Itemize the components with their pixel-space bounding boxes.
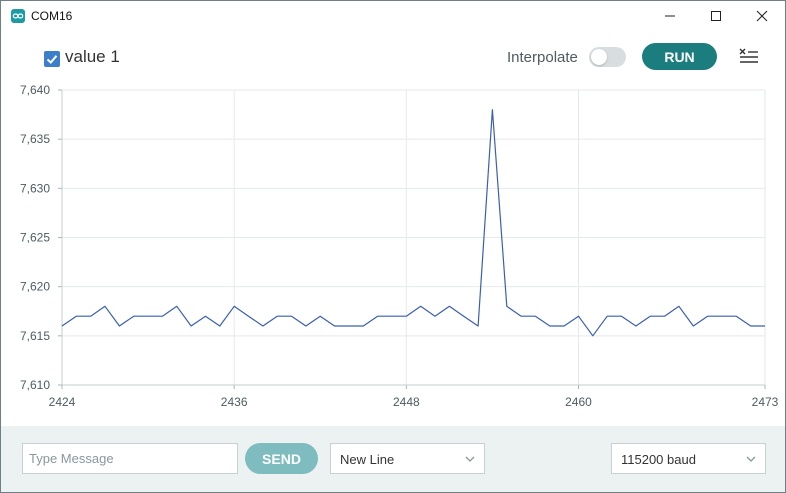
x-tick-label: 2473 [752, 395, 779, 409]
minimize-icon [665, 15, 675, 17]
y-tick-label: 7,635 [20, 132, 50, 146]
minimize-button[interactable] [647, 1, 693, 31]
interpolate-toggle[interactable] [589, 47, 626, 67]
line-ending-value: New Line [340, 452, 395, 467]
chevron-down-icon [746, 456, 756, 462]
series-line-value-1 [61, 109, 765, 337]
toggle-knob [591, 49, 607, 65]
arduino-icon [11, 9, 25, 23]
chevron-down-icon [465, 456, 475, 462]
y-axis-labels: 7,640 7,635 7,630 7,625 7,620 7,615 7,610 [20, 83, 50, 392]
baud-rate-select[interactable]: 115200 baud [611, 443, 766, 474]
y-tick-label: 7,640 [20, 83, 50, 97]
close-button[interactable] [739, 1, 785, 31]
series-layer [61, 109, 765, 337]
close-icon [756, 10, 768, 22]
maximize-icon [711, 11, 721, 21]
run-button[interactable]: RUN [642, 43, 717, 70]
y-tick-label: 7,610 [20, 378, 50, 392]
x-tick-label: 2460 [565, 395, 592, 409]
y-tick-label: 7,630 [20, 181, 50, 195]
y-tick-label: 7,620 [20, 280, 50, 294]
axes [58, 89, 766, 389]
checkmark-icon [46, 55, 58, 64]
y-tick-label: 7,625 [20, 231, 50, 245]
baud-rate-value: 115200 baud [621, 452, 696, 467]
line-ending-select[interactable]: New Line [330, 443, 485, 474]
title-bar: COM16 [1, 1, 785, 31]
plot-area: 7,640 7,635 7,630 7,625 7,620 7,615 7,610 2424… [20, 83, 779, 409]
x-axis-labels: 2424 2436 2448 2460 2473 [49, 395, 779, 409]
grid [61, 89, 766, 386]
x-tick-label: 2448 [393, 395, 420, 409]
clear-list-icon[interactable] [738, 46, 760, 68]
x-tick-label: 2424 [49, 395, 76, 409]
interpolate-label: Interpolate [507, 49, 578, 66]
maximize-button[interactable] [693, 1, 739, 31]
send-button[interactable]: SEND [245, 443, 318, 474]
x-tick-label: 2436 [221, 395, 248, 409]
message-input[interactable] [22, 443, 238, 474]
window-title: COM16 [31, 9, 73, 23]
y-tick-label: 7,615 [20, 329, 50, 343]
series-checkbox[interactable] [44, 51, 60, 67]
series-label[interactable]: value 1 [65, 47, 120, 66]
